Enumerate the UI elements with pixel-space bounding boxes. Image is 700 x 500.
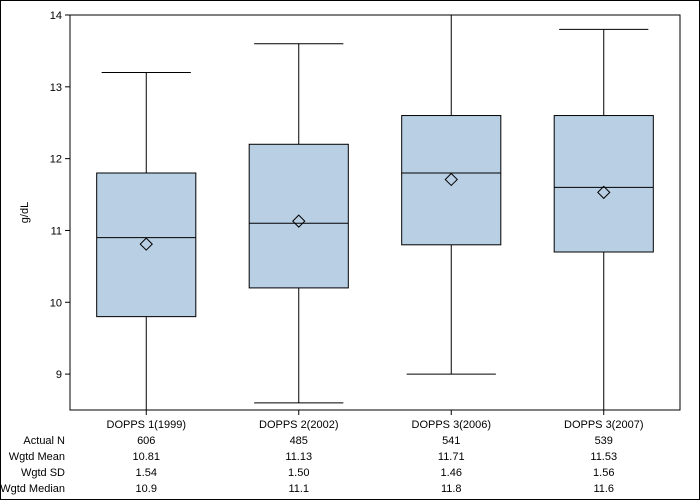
category-label: DOPPS 1(1999) — [107, 419, 186, 431]
stats-value: 10.81 — [132, 451, 160, 463]
stats-value: 11.53 — [590, 451, 617, 463]
stats-value: 485 — [290, 435, 308, 447]
stats-value: 11.8 — [441, 483, 462, 495]
stats-row-label: Wgtd Median — [0, 483, 65, 495]
stats-value: 606 — [137, 435, 155, 447]
y-tick-label: 11 — [51, 225, 62, 237]
y-axis-label: g/dL — [19, 202, 31, 223]
stats-value: 11.71 — [438, 451, 465, 463]
y-tick-label: 12 — [50, 154, 62, 166]
stats-value: 11.6 — [593, 483, 614, 495]
stats-value: 541 — [442, 435, 460, 447]
stats-value: 1.50 — [288, 467, 309, 479]
stats-value: 11.13 — [285, 451, 312, 463]
box — [97, 173, 196, 317]
category-label: DOPPS 3(2006) — [412, 419, 491, 431]
stats-value: 10.9 — [136, 483, 157, 495]
stats-row-label: Wgtd Mean — [9, 451, 65, 463]
stats-value: 11.1 — [288, 483, 309, 495]
y-tick-label: 13 — [50, 82, 62, 94]
box — [554, 116, 653, 252]
category-label: DOPPS 3(2007) — [564, 419, 643, 431]
stats-value: 1.46 — [441, 467, 462, 479]
stats-value: 539 — [595, 435, 613, 447]
box — [249, 144, 348, 288]
stats-row-label: Wgtd SD — [21, 467, 65, 479]
y-tick-label: 10 — [50, 297, 62, 309]
y-tick-label: 14 — [50, 10, 62, 22]
category-label: DOPPS 2(2002) — [259, 419, 338, 431]
y-tick-label: 9 — [56, 369, 62, 381]
stats-row-label: Actual N — [23, 435, 65, 447]
stats-value: 1.56 — [593, 467, 614, 479]
stats-value: 1.54 — [136, 467, 157, 479]
box — [402, 116, 501, 245]
boxplot-chart: 9 10 11 12 13 14 g/dL DOPPS 1(1999) DOPPS 2(2002… — [0, 0, 700, 500]
